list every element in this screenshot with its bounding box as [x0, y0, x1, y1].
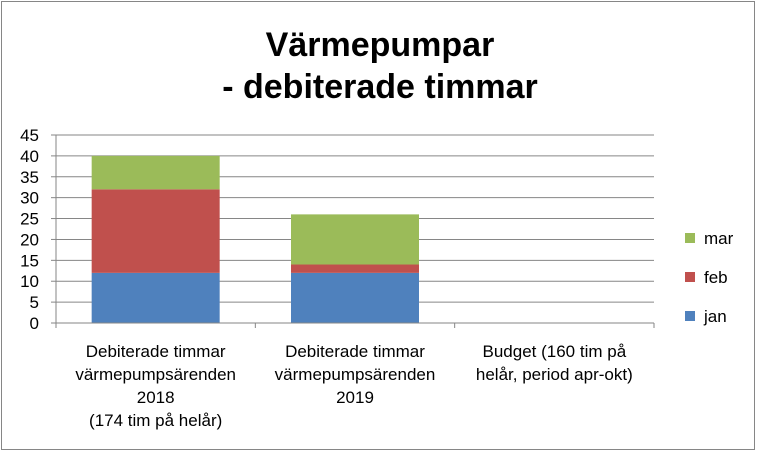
y-tick-label: 20	[20, 230, 39, 249]
bar-feb	[91, 189, 220, 273]
y-tick-label: 0	[30, 314, 39, 333]
bar-mar	[91, 155, 220, 190]
legend-label-feb: feb	[704, 268, 728, 287]
y-tick-label: 40	[20, 147, 39, 166]
bar-jan	[291, 272, 419, 323]
y-tick-label: 15	[20, 251, 39, 270]
y-tick-label: 45	[20, 126, 39, 145]
category-label: Debiterade timmar	[86, 342, 226, 361]
bar-feb	[291, 264, 419, 273]
chart-title-line-2: - debiterade timmar	[222, 68, 538, 106]
axes	[51, 134, 655, 328]
category-labels: Debiterade timmar värmepumpsärenden 2018 (1…	[75, 342, 632, 430]
legend-label-mar: mar	[704, 229, 734, 248]
legend: mar feb jan	[685, 229, 734, 326]
y-tick-label: 10	[20, 272, 39, 291]
y-tick-label: 25	[20, 210, 39, 229]
chart-title: Värmepumpar - debiterade timmar	[222, 26, 538, 106]
legend-swatch-mar	[685, 233, 695, 243]
bar-jan	[91, 272, 220, 323]
chart-title-line-1: Värmepumpar	[266, 26, 495, 64]
category-label: värmepumpsärenden	[275, 365, 436, 384]
legend-swatch-jan	[685, 311, 695, 321]
bars	[91, 155, 419, 323]
bar-mar	[291, 214, 419, 265]
category-label: Debiterade timmar	[285, 342, 425, 361]
y-tick-label: 5	[30, 293, 39, 312]
category-label: Budget (160 tim på	[483, 342, 627, 361]
category-label: värmepumpsärenden	[75, 365, 236, 384]
legend-swatch-feb	[685, 272, 695, 282]
y-tick-label: 30	[20, 189, 39, 208]
category-label: 2018	[137, 388, 175, 407]
legend-label-jan: jan	[703, 307, 727, 326]
category-label: (174 tim på helår)	[89, 411, 222, 430]
category-label: helår, period apr-okt)	[476, 365, 633, 384]
category-label: 2019	[336, 388, 374, 407]
y-tick-label: 35	[20, 168, 39, 187]
